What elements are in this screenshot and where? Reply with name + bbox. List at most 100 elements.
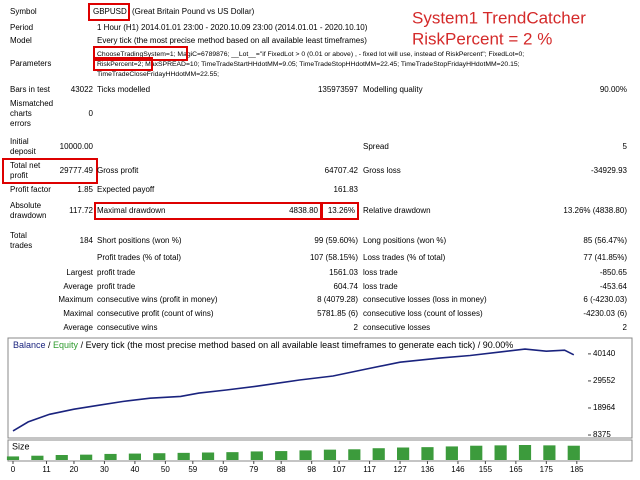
cell: -453.64: [600, 282, 628, 291]
cell: Profit factor: [10, 185, 51, 194]
y-tick-label: 40140: [593, 349, 616, 358]
size-bar: [323, 449, 337, 460]
cell-label: errors: [10, 119, 31, 128]
cell: 604.74: [334, 282, 359, 291]
highlight-box: [93, 46, 188, 61]
cell: 4838.80: [289, 206, 318, 215]
x-tick-label: 107: [332, 465, 346, 474]
cell: Long positions (won %): [363, 236, 446, 245]
cell-label: Initial: [10, 137, 29, 146]
size-bar: [226, 452, 239, 460]
y-tick-label: 29552: [593, 376, 616, 385]
x-tick-label: 20: [69, 465, 78, 474]
cell: profit trade: [97, 268, 136, 277]
param: ChooseTradingSystem=1;: [97, 51, 176, 58]
x-tick-label: 117: [363, 465, 376, 474]
size-bar: [201, 452, 215, 460]
cell: Largest: [66, 268, 93, 277]
size-bar: [470, 445, 483, 460]
cell-label: profit: [10, 171, 29, 180]
cell: Ticks modelled: [97, 85, 150, 94]
x-tick-label: 50: [161, 465, 170, 474]
size-bar: [421, 447, 434, 460]
cell: 2: [354, 323, 359, 332]
cell: consecutive profit (count of wins): [97, 309, 214, 318]
size-bar: [55, 455, 68, 460]
cell: Maximum: [58, 295, 93, 304]
cell: 184: [80, 236, 94, 245]
label: Period: [10, 23, 33, 32]
legend-balance: Balance: [13, 340, 46, 350]
cell: Gross loss: [363, 166, 401, 175]
cell: -850.65: [600, 268, 628, 277]
x-tick-label: 185: [570, 465, 584, 474]
cell-label: Total: [10, 231, 27, 240]
label: Parameters: [10, 59, 51, 68]
size-bar: [31, 455, 44, 460]
cell: consecutive wins: [97, 323, 157, 332]
value: (Great Britain Pound vs US Dollar): [132, 7, 255, 16]
cell: loss trade: [363, 282, 398, 291]
cell: -34929.93: [591, 166, 628, 175]
cell: Spread: [363, 142, 389, 151]
cell: Profit trades (% of total): [97, 253, 181, 262]
param: MaxSPREAD=10; TimeTradeStartHHdotMM=9.05…: [143, 61, 519, 68]
highlight-box: [321, 202, 359, 220]
size-label: Size: [12, 441, 30, 451]
x-tick-label: 79: [249, 465, 258, 474]
cell: 107 (58.15%): [310, 253, 358, 262]
cell-label: drawdown: [10, 211, 46, 220]
cell: Bars in test: [10, 85, 51, 94]
y-tick-label: 8375: [593, 430, 611, 439]
x-tick-label: 136: [421, 465, 435, 474]
size-bar: [518, 445, 532, 460]
chart-frame: [7, 337, 633, 439]
cell: -4230.03 (6): [583, 309, 627, 318]
cell: 1.85: [77, 185, 93, 194]
size-bar: [299, 450, 312, 460]
cell-label: deposit: [10, 147, 37, 156]
cell: 0: [89, 109, 94, 118]
chart-header: Balance / Equity / Every tick (the most …: [13, 340, 513, 350]
size-bar: [543, 445, 556, 460]
cell: 77 (41.85%): [583, 253, 627, 262]
size-bar: [567, 445, 580, 460]
x-tick-label: 155: [479, 465, 493, 474]
size-bar: [153, 453, 166, 460]
cell-label: charts: [10, 109, 32, 118]
cell: Loss trades (% of total): [363, 253, 446, 262]
cell-label: trades: [10, 241, 32, 250]
cell: Maximal drawdown: [97, 206, 165, 215]
highlight-box: [2, 158, 98, 184]
legend-equity: Equity: [53, 340, 79, 350]
x-tick-label: 88: [277, 465, 286, 474]
cell: 13.26% (4838.80): [563, 206, 627, 215]
x-tick-label: 165: [509, 465, 523, 474]
y-tick-label: 18964: [593, 403, 616, 412]
cell: Maximal: [63, 309, 93, 318]
cell: Relative drawdown: [363, 206, 431, 215]
label: Model: [10, 36, 32, 45]
size-frame: [7, 439, 633, 462]
balance-line: [12, 348, 575, 432]
cell: 29777.49: [60, 166, 94, 175]
value: GBPUSD: [93, 7, 127, 16]
x-tick-label: 0: [11, 465, 16, 474]
cell: loss trade: [363, 268, 398, 277]
size-bar: [177, 452, 190, 460]
size-bar: [445, 446, 458, 460]
cell: 99 (59.60%): [314, 236, 358, 245]
param-line: RiskPercent=2; MaxSPREAD=10; TimeTradeSt…: [97, 61, 520, 68]
cell: 5: [623, 142, 628, 151]
x-tick-label: 69: [219, 465, 228, 474]
size-bar: [275, 451, 288, 460]
cell-label: Absolute: [10, 201, 42, 210]
header-info: / Every tick (the most precise method ba…: [78, 340, 513, 350]
size-bar: [372, 448, 385, 460]
cell: 64707.42: [325, 166, 359, 175]
cell: 6 (-4230.03): [583, 295, 627, 304]
x-tick-label: 127: [393, 465, 407, 474]
size-bar: [104, 453, 117, 460]
size-bar: [494, 445, 507, 460]
